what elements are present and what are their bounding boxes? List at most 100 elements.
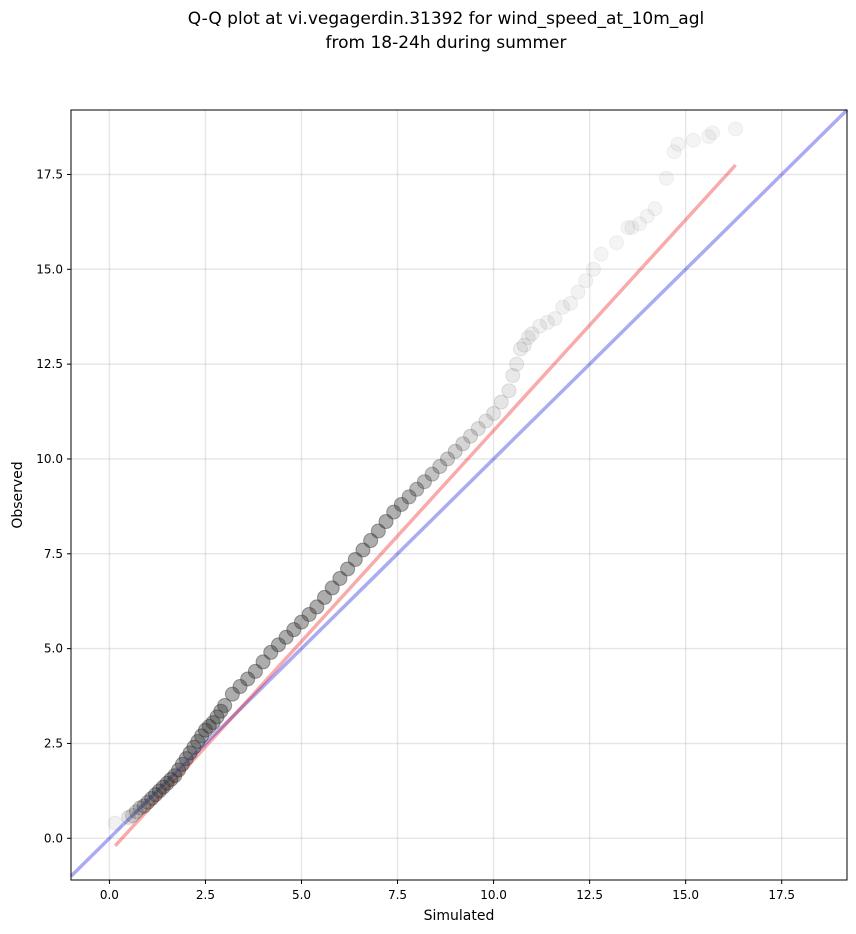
chart-title-line-2: from 18-24h during summer <box>326 33 567 53</box>
data-point <box>478 413 494 429</box>
data-point <box>332 570 348 586</box>
data-point <box>524 326 540 342</box>
data-point <box>539 314 555 330</box>
x-axis-ticks: 0.0 2.5 5.0 7.5 10.0 12.5 15.0 17.5 <box>100 880 795 902</box>
data-point <box>532 318 548 334</box>
data-point <box>578 273 594 289</box>
data-point <box>197 722 213 738</box>
data-point <box>516 337 532 353</box>
x-tick-label: 5.0 <box>292 888 311 902</box>
data-point <box>416 474 432 490</box>
data-point <box>148 787 164 803</box>
data-point <box>209 709 225 725</box>
data-point <box>159 775 175 791</box>
data-point <box>355 542 371 558</box>
data-point <box>432 459 448 475</box>
data-point <box>447 443 463 459</box>
data-point <box>439 451 455 467</box>
x-axis-label: Simulated <box>424 908 495 924</box>
data-point <box>666 144 682 160</box>
data-point <box>658 170 674 186</box>
data-point <box>493 394 509 410</box>
data-point <box>632 216 648 232</box>
data-point <box>121 809 137 825</box>
data-point <box>501 383 517 399</box>
data-point <box>393 496 409 512</box>
data-point <box>424 466 440 482</box>
data-point <box>194 728 210 744</box>
data-point <box>401 489 417 505</box>
data-point <box>624 220 640 236</box>
data-point <box>670 136 686 152</box>
data-point <box>136 798 152 814</box>
data-point <box>728 121 744 137</box>
x-tick-label: 17.5 <box>768 888 795 902</box>
data-point <box>151 783 167 799</box>
x-tick-label: 12.5 <box>576 888 603 902</box>
data-point <box>263 644 279 660</box>
data-point <box>547 311 563 327</box>
data-point <box>370 523 386 539</box>
data-point <box>301 606 317 622</box>
data-point <box>317 589 333 605</box>
grid <box>71 110 847 880</box>
data-point <box>270 637 286 653</box>
data-point <box>609 235 625 251</box>
data-point <box>205 715 221 731</box>
data-point <box>470 421 486 437</box>
y-tick-label: 17.5 <box>36 167 63 181</box>
data-point <box>213 703 229 719</box>
data-point <box>186 739 202 755</box>
data-point <box>463 428 479 444</box>
data-point <box>512 341 528 357</box>
data-point <box>178 751 194 767</box>
y-tick-label: 2.5 <box>44 736 63 750</box>
data-point <box>140 794 156 810</box>
x-tick-label: 10.0 <box>480 888 507 902</box>
y-axis-label: Observed <box>10 461 26 528</box>
y-tick-label: 0.0 <box>44 831 63 845</box>
data-point <box>386 504 402 520</box>
data-point <box>107 815 123 831</box>
data-point <box>705 125 721 141</box>
data-point <box>409 481 425 497</box>
data-point <box>255 654 271 670</box>
x-tick-label: 2.5 <box>196 888 215 902</box>
data-point <box>155 779 171 795</box>
data-point <box>217 698 233 714</box>
data-point <box>570 284 586 300</box>
plot-background <box>71 110 847 880</box>
data-point <box>647 201 663 217</box>
data-point <box>224 686 240 702</box>
data-points <box>107 121 744 831</box>
x-tick-label: 7.5 <box>388 888 407 902</box>
data-point <box>286 622 302 638</box>
identity-line <box>69 108 849 878</box>
plot-frame <box>70 109 848 881</box>
data-point <box>124 808 140 824</box>
data-point <box>455 436 471 452</box>
data-point <box>132 800 148 816</box>
data-point <box>293 614 309 630</box>
data-point <box>486 405 502 421</box>
data-point <box>167 768 183 784</box>
chart-title-line-1: Q-Q plot at vi.vegagerdin.31392 for wind… <box>188 9 704 29</box>
data-point <box>201 718 217 734</box>
x-tick-label: 15.0 <box>672 888 699 902</box>
y-axis-ticks: 0.0 2.5 5.0 7.5 10.0 12.5 15.0 17.5 <box>36 167 71 845</box>
fit-line <box>113 163 737 848</box>
y-tick-label: 5.0 <box>44 642 63 656</box>
data-point <box>639 208 655 224</box>
y-tick-label: 10.0 <box>36 452 63 466</box>
data-point <box>562 295 578 311</box>
x-tick-label: 0.0 <box>100 888 119 902</box>
data-point <box>555 299 571 315</box>
y-tick-label: 7.5 <box>44 547 63 561</box>
data-point <box>324 580 340 596</box>
data-point <box>585 261 601 277</box>
y-tick-label: 12.5 <box>36 357 63 371</box>
data-point <box>685 132 701 148</box>
data-point <box>247 663 263 679</box>
data-point <box>128 804 144 820</box>
